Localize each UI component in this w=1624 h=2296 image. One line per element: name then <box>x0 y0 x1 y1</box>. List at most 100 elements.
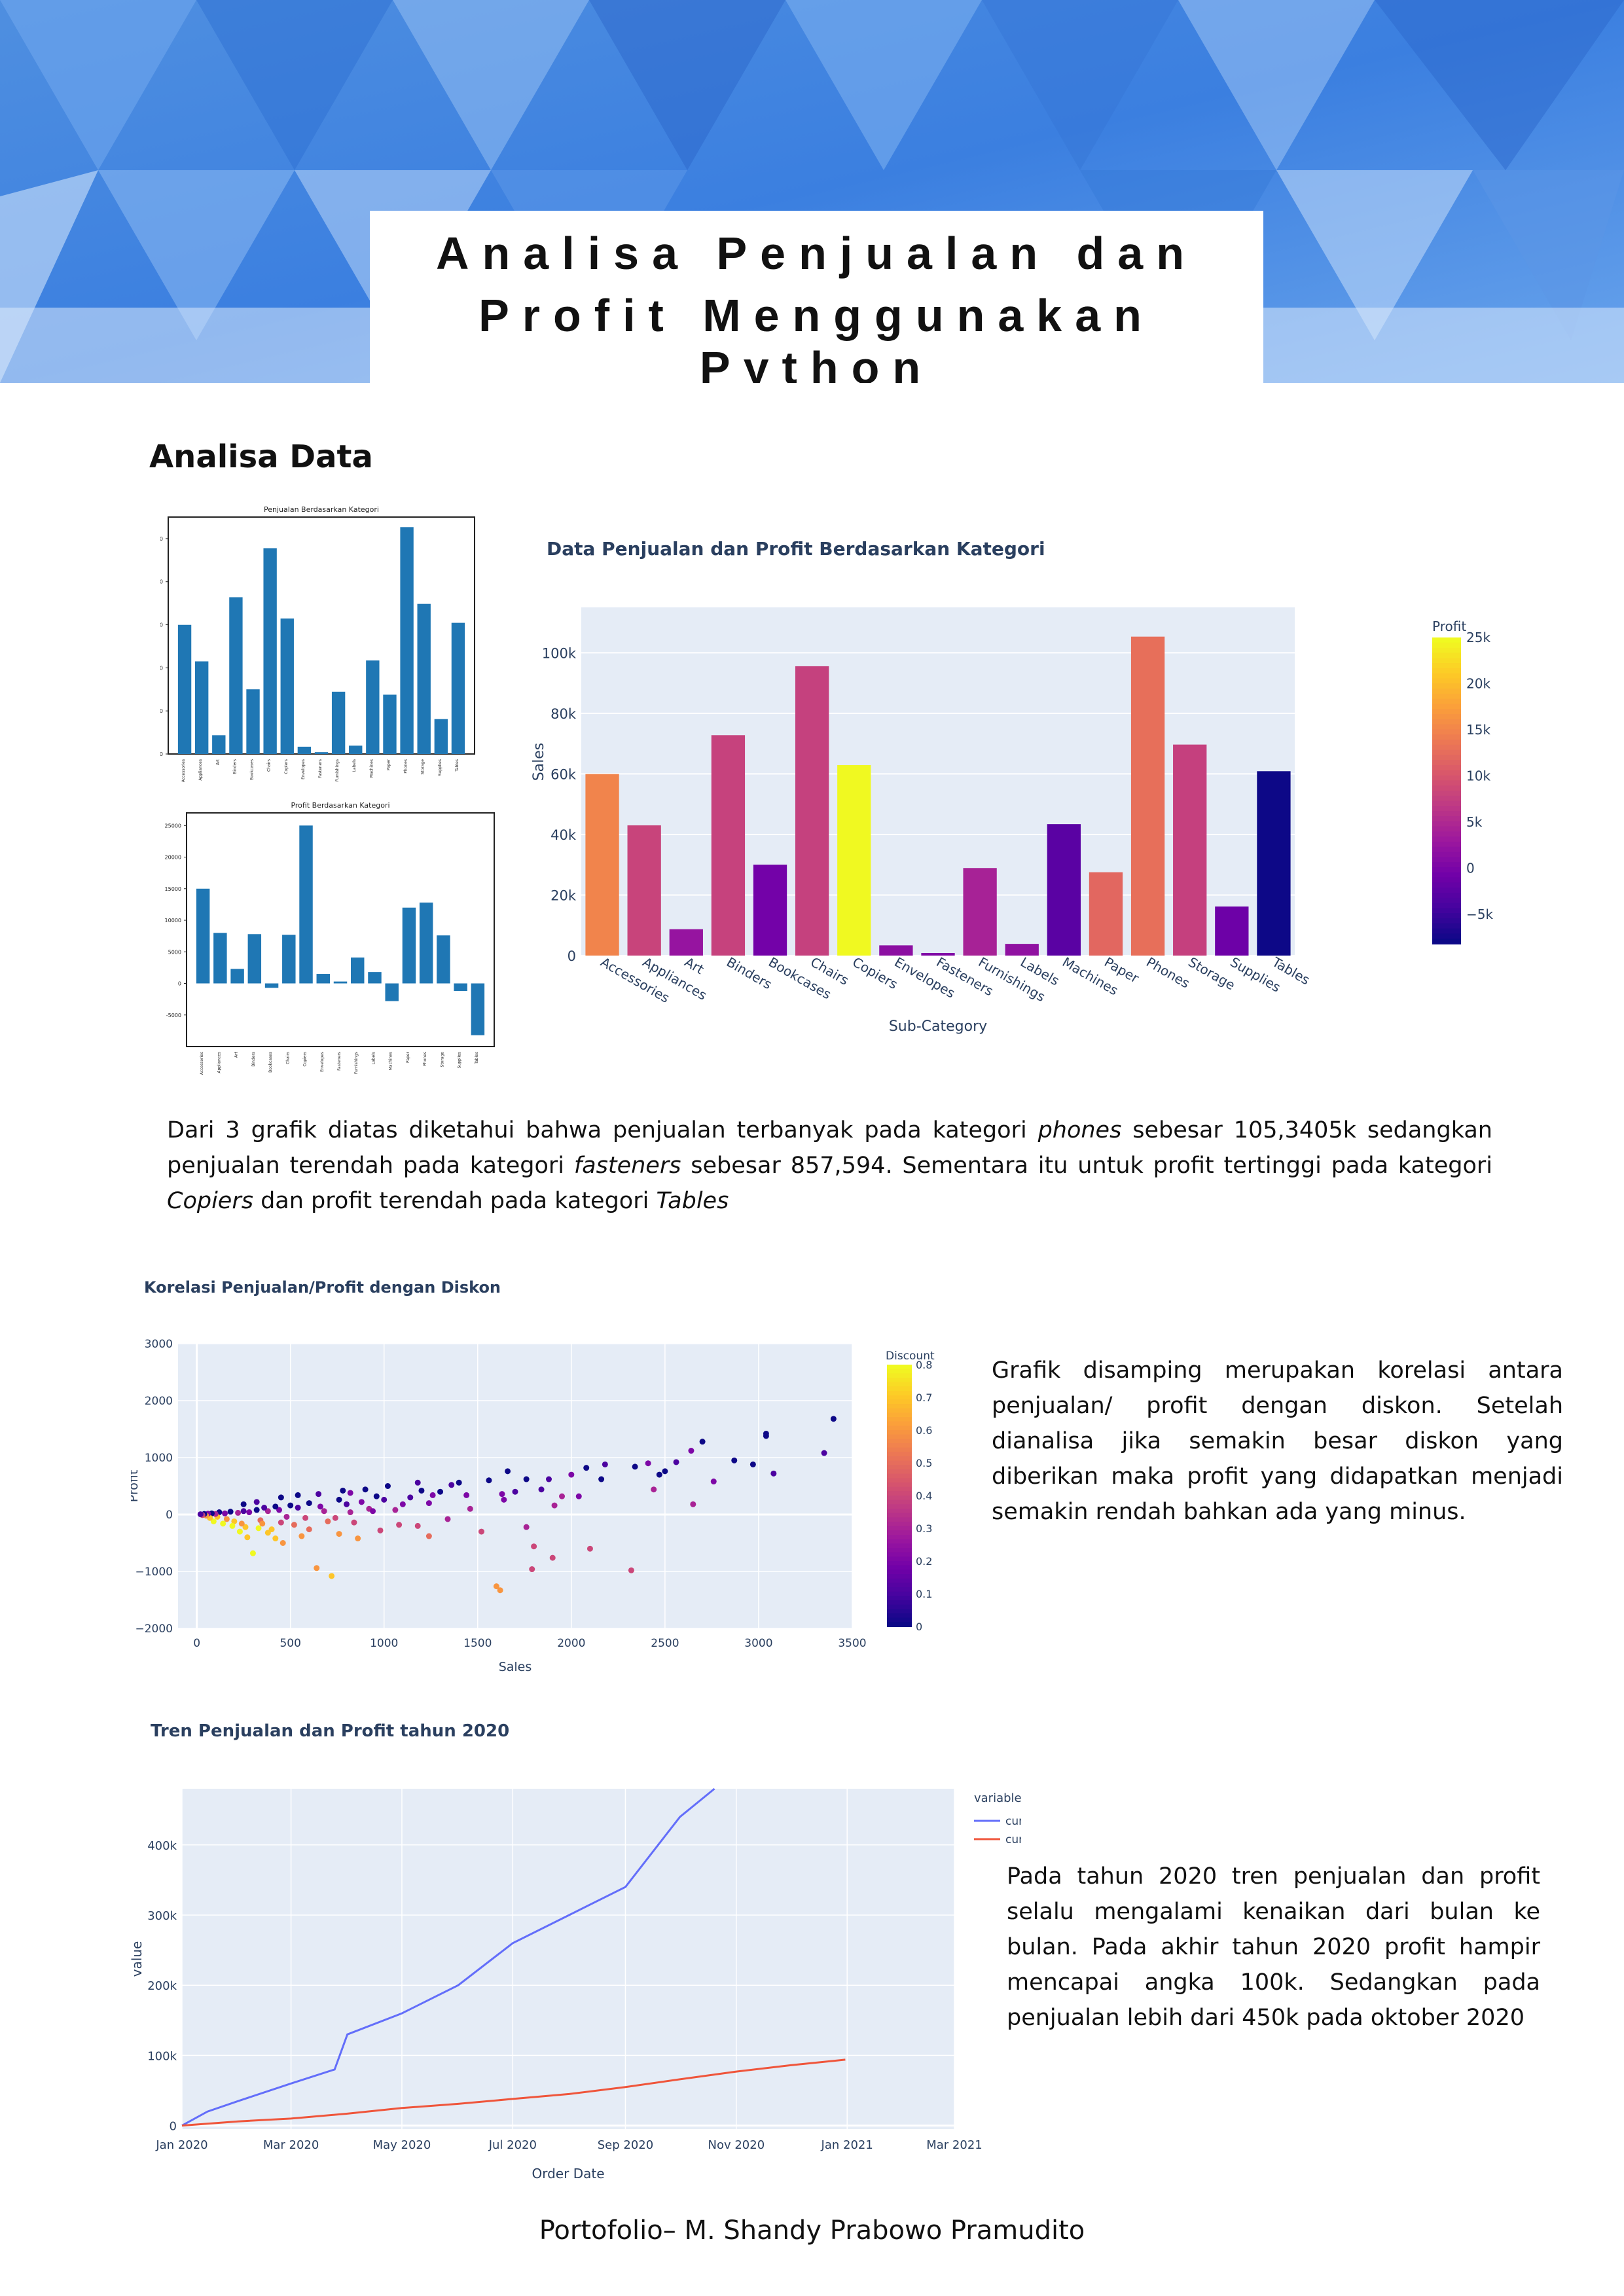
bar <box>297 746 312 754</box>
bar <box>230 969 244 984</box>
y-tick-label: 0 <box>170 2120 177 2134</box>
colorbar-segment <box>887 1378 912 1383</box>
colorbar-segment <box>887 1421 912 1427</box>
scatter-point <box>710 1479 717 1485</box>
colorbar-segment <box>887 1365 912 1370</box>
scatter-point <box>321 1508 327 1515</box>
bar <box>417 603 431 754</box>
colorbar-segment <box>887 1556 912 1562</box>
colorbar-segment <box>1432 806 1461 812</box>
bar <box>879 945 913 956</box>
bar <box>471 983 485 1035</box>
colorbar-segment <box>1432 678 1461 685</box>
y-tick-label: 300k <box>147 1909 177 1923</box>
bar <box>299 825 313 984</box>
bar <box>1215 906 1249 956</box>
colorbar-segment <box>887 1456 912 1462</box>
colorbar-segment <box>887 1504 912 1509</box>
footer-text: Portofolio– M. Shandy Prabowo Pramudito <box>539 2215 1085 2246</box>
colorbar-segment <box>887 1604 912 1610</box>
legend-title: variable <box>974 1791 1021 1805</box>
plot-frame <box>186 812 495 1047</box>
scatter-point <box>246 1509 253 1516</box>
scatter-point <box>229 1522 236 1529</box>
scatter-point <box>456 1479 462 1486</box>
y-tick-label: 2000 <box>145 1395 173 1408</box>
colorbar-segment <box>1432 811 1461 817</box>
bar <box>314 752 329 754</box>
paragraph-analysis-3: Pada tahun 2020 tren penjualan dan profi… <box>1007 1863 1540 2031</box>
chart-sales-profit-plotly: Data Penjualan dan Profit Berdasarkan Ka… <box>524 517 1506 1060</box>
colorbar-segment <box>887 1491 912 1496</box>
colorbar-segment <box>1432 928 1461 935</box>
y-tick-label: 60k <box>550 766 577 782</box>
x-tick-label: Copiers <box>284 759 289 774</box>
y-tick-label: -5000 <box>166 1013 181 1018</box>
colorbar-tick-label: 0.4 <box>916 1490 932 1502</box>
y-tick-label: 20000 <box>165 855 181 861</box>
colorbar-segment <box>887 1530 912 1535</box>
scatter-point <box>651 1486 657 1493</box>
x-tick-label: Envelopes <box>320 1052 325 1072</box>
scatter-point <box>770 1470 777 1477</box>
colorbar-tick-label: 0.3 <box>916 1522 932 1535</box>
y-axis-title: value <box>131 1941 145 1977</box>
x-tick-label: Binders <box>251 1052 256 1067</box>
colorbar-segment <box>1432 816 1461 822</box>
x-tick-label: Fasteners <box>337 1052 342 1071</box>
bar <box>280 619 294 754</box>
scatter-point <box>699 1439 706 1445</box>
bar <box>669 929 703 956</box>
colorbar-segment <box>1432 857 1461 863</box>
scatter-point <box>235 1509 242 1516</box>
scatter-point <box>499 1491 505 1498</box>
bar <box>316 974 330 984</box>
scatter-point <box>392 1507 399 1513</box>
scatter-point <box>231 1518 238 1524</box>
scatter-point <box>690 1501 696 1507</box>
scatter-point <box>583 1465 590 1471</box>
colorbar-segment <box>887 1600 912 1605</box>
scatter-point <box>673 1459 679 1465</box>
scatter-point <box>336 1496 342 1503</box>
colorbar-segment <box>1432 704 1461 710</box>
colorbar-tick-label: 10k <box>1466 768 1490 783</box>
scatter-point <box>316 1491 322 1498</box>
colorbar-segment <box>1432 888 1461 893</box>
scatter-point <box>493 1583 499 1590</box>
colorbar-segment <box>1432 740 1461 745</box>
scatter-point <box>531 1543 537 1550</box>
scatter-point <box>340 1487 346 1494</box>
bar <box>451 622 465 754</box>
scatter-point <box>278 1519 284 1526</box>
scatter-point <box>478 1528 484 1535</box>
colorbar-segment <box>1432 821 1461 827</box>
chart-title: Data Penjualan dan Profit Berdasarkan Ka… <box>547 538 1045 560</box>
colorbar-segment <box>1432 831 1461 838</box>
chart-sales-matplotlib: Penjualan Berdasarkan Kategori 0 20000 4000… <box>160 504 488 792</box>
colorbar-segment <box>1432 846 1461 853</box>
bar <box>454 983 467 992</box>
colorbar-segment <box>887 1565 912 1571</box>
scatter-point <box>586 1545 593 1552</box>
colorbar-segment <box>887 1535 912 1540</box>
x-tick-label: Paper <box>406 1051 410 1063</box>
colorbar-segment <box>1432 836 1461 842</box>
y-tick-label: 400k <box>147 1839 177 1853</box>
y-axis-title: Profit <box>131 1470 141 1503</box>
x-tick-label: Jan 2020 <box>155 2138 208 2152</box>
x-tick-label: Furnishings <box>354 1052 359 1074</box>
scatter-point <box>236 1528 243 1535</box>
colorbar-segment <box>887 1552 912 1558</box>
scatter-point <box>396 1522 403 1528</box>
colorbar-segment <box>1432 698 1461 705</box>
bar <box>246 689 260 754</box>
colorbar-segment <box>887 1587 912 1592</box>
colorbar-tick-label: 0.1 <box>916 1588 932 1600</box>
chart-title: Korelasi Penjualan/Profit dengan Diskon <box>144 1278 501 1297</box>
chart-trend-line: Tren Penjualan dan Profit tahun 2020 Jan … <box>131 1715 1021 2186</box>
colorbar-segment <box>1432 862 1461 868</box>
scatter-point <box>325 1518 331 1524</box>
scatter-point <box>227 1509 234 1515</box>
bar <box>921 953 955 956</box>
